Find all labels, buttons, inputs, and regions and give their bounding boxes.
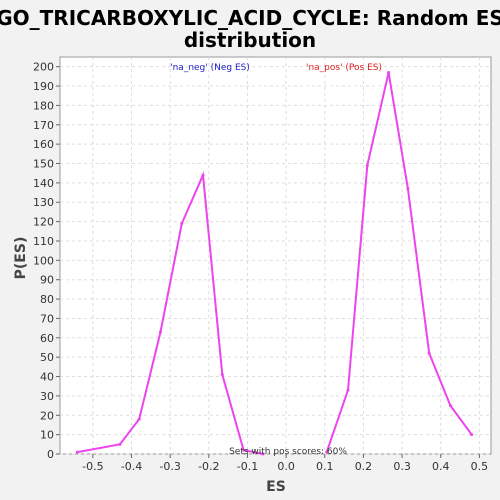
y-axis-label: P(ES)	[13, 237, 29, 280]
data-point	[387, 70, 391, 74]
data-point	[261, 452, 265, 456]
y-tick-label: 130	[33, 196, 54, 209]
x-tick-label: -0.3	[159, 460, 180, 473]
y-tick-label: 150	[33, 158, 54, 171]
data-point	[75, 450, 79, 454]
x-tick-label: -0.4	[121, 460, 142, 473]
data-point	[159, 330, 163, 334]
x-axis-ticks: -0.5 -0.4 -0.3 -0.2 -0.1 0.0 0.1 0.2 0.3 0.4 0.5	[82, 454, 488, 473]
y-tick-label: 190	[33, 80, 54, 93]
x-tick-label: -0.5	[82, 460, 103, 473]
data-point	[325, 450, 329, 454]
x-tick-label: -0.2	[198, 460, 219, 473]
series-lines	[75, 70, 474, 456]
data-point	[180, 222, 184, 226]
grid-lines	[60, 57, 491, 455]
chart-title-line-1: GO_TRICARBOXYLIC_ACID_CYCLE: Random ES	[0, 6, 500, 30]
y-tick-label: 90	[40, 274, 54, 287]
y-tick-label: 50	[40, 351, 54, 364]
series-line-2	[325, 72, 473, 453]
data-point	[470, 433, 474, 437]
y-tick-label: 10	[40, 429, 54, 442]
legend-neg-es: 'na_neg' (Neg ES)	[170, 63, 250, 73]
data-point	[427, 351, 431, 355]
y-tick-label: 110	[33, 235, 54, 248]
y-tick-label: 140	[33, 177, 54, 190]
pos-scores-annotation: Sets with pos scores: 60%	[229, 447, 347, 457]
x-tick-label: 0.5	[471, 460, 489, 473]
x-tick-label: 0.1	[316, 460, 334, 473]
y-tick-label: 80	[40, 293, 54, 306]
y-tick-label: 70	[40, 312, 54, 325]
data-point	[220, 373, 224, 377]
data-point	[448, 404, 452, 408]
x-tick-label: 0.0	[277, 460, 295, 473]
x-tick-label: -0.1	[237, 460, 258, 473]
data-point	[406, 187, 410, 191]
y-tick-label: 180	[33, 99, 54, 112]
y-tick-label: 200	[33, 61, 54, 74]
y-tick-label: 20	[40, 409, 54, 422]
data-point	[346, 388, 350, 392]
y-axis-ticks: 0 10 20 30 40 50 60 70 80 90 100 110 120 130 140 150 160…	[33, 61, 60, 461]
y-tick-label: 170	[33, 119, 54, 132]
y-tick-label: 60	[40, 332, 54, 345]
y-tick-label: 100	[33, 254, 54, 267]
x-axis-label: ES	[266, 479, 286, 495]
data-point	[137, 417, 141, 421]
legend-pos-es: 'na_pos' (Pos ES)	[306, 63, 382, 73]
x-tick-label: 0.2	[355, 460, 373, 473]
y-tick-label: 30	[40, 390, 54, 403]
plot-area	[59, 56, 492, 455]
x-tick-label: 0.4	[432, 460, 450, 473]
data-point	[118, 442, 122, 446]
x-tick-label: 0.3	[393, 460, 411, 473]
y-tick-label: 40	[40, 371, 54, 384]
data-point	[242, 448, 246, 452]
data-point	[365, 163, 369, 167]
data-point	[201, 173, 205, 177]
chart-title-line-2: distribution	[184, 28, 316, 52]
y-tick-label: 120	[33, 216, 54, 229]
y-tick-label: 160	[33, 138, 54, 151]
y-tick-label: 0	[47, 448, 54, 461]
